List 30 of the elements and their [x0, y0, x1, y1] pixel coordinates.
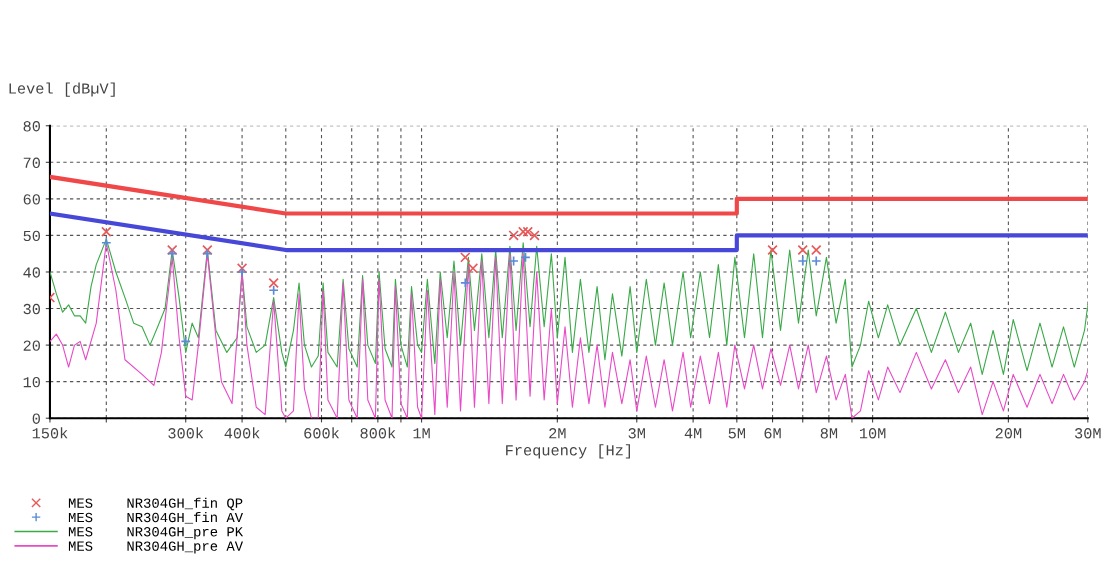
y-tick-label: 10	[23, 376, 40, 388]
x-tick-label: 3M	[628, 428, 645, 439]
y-tick-label: 70	[23, 157, 40, 168]
y-tick-label: 40	[23, 267, 40, 278]
legend-label: MES NR304GH_pre AV	[68, 541, 243, 554]
x-tick-label: 10M	[859, 428, 886, 439]
x-tick-label: 8M	[820, 428, 838, 439]
y-tick-label: 50	[23, 230, 40, 242]
legend-label: MES NR304GH_fin QP	[68, 497, 243, 511]
y-axis-title: Level [dBµV]	[9, 82, 115, 97]
x-tick-label: 20M	[995, 428, 1022, 439]
x-tick-label: 4M	[684, 428, 702, 439]
y-tick-label: 20	[23, 340, 40, 351]
x-axis-title: Frequency [Hz]	[506, 444, 630, 459]
y-tick-label: 60	[23, 194, 40, 205]
y-tick-label: 80	[23, 121, 40, 132]
x-tick-label: 5M	[728, 428, 746, 439]
x-tick-label: 400k	[224, 427, 260, 439]
x-tick-label: 600k	[304, 427, 340, 439]
x-tick-label: 1M	[413, 428, 430, 439]
y-tick-label: 30	[23, 303, 40, 315]
x-tick-label: 150k	[32, 427, 68, 439]
y-tick-label: 0	[32, 413, 40, 424]
x-tick-label: 6M	[764, 428, 781, 439]
legend-label: MES NR304GH_pre PK	[68, 527, 244, 540]
x-tick-label: 30M	[1075, 428, 1101, 439]
x-tick-label: 800k	[360, 427, 396, 439]
legend-label: MES NR304GH_fin AV	[68, 511, 243, 524]
x-tick-label: 2M	[549, 428, 566, 439]
x-tick-label: 300k	[168, 427, 204, 439]
